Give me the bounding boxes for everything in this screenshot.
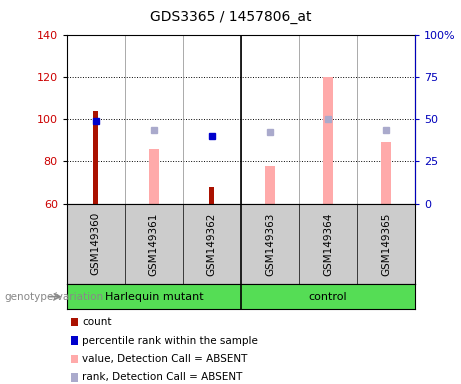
Bar [93,111,99,204]
Bar [381,142,391,204]
Text: count: count [82,317,112,327]
Text: value, Detection Call = ABSENT: value, Detection Call = ABSENT [82,354,248,364]
Text: control: control [308,291,347,302]
Text: GSM149363: GSM149363 [265,212,275,276]
Text: Harlequin mutant: Harlequin mutant [105,291,203,302]
Text: GSM149360: GSM149360 [91,212,101,275]
Text: genotype/variation: genotype/variation [5,291,104,302]
Text: GSM149361: GSM149361 [149,212,159,276]
Text: GSM149362: GSM149362 [207,212,217,276]
Bar [209,187,214,204]
Text: GDS3365 / 1457806_at: GDS3365 / 1457806_at [150,10,311,23]
Text: GSM149364: GSM149364 [323,212,333,276]
Bar [323,77,333,204]
Text: percentile rank within the sample: percentile rank within the sample [82,336,258,346]
Bar [148,149,159,204]
Bar [265,166,275,204]
Text: GSM149365: GSM149365 [381,212,391,276]
Text: rank, Detection Call = ABSENT: rank, Detection Call = ABSENT [82,372,242,382]
